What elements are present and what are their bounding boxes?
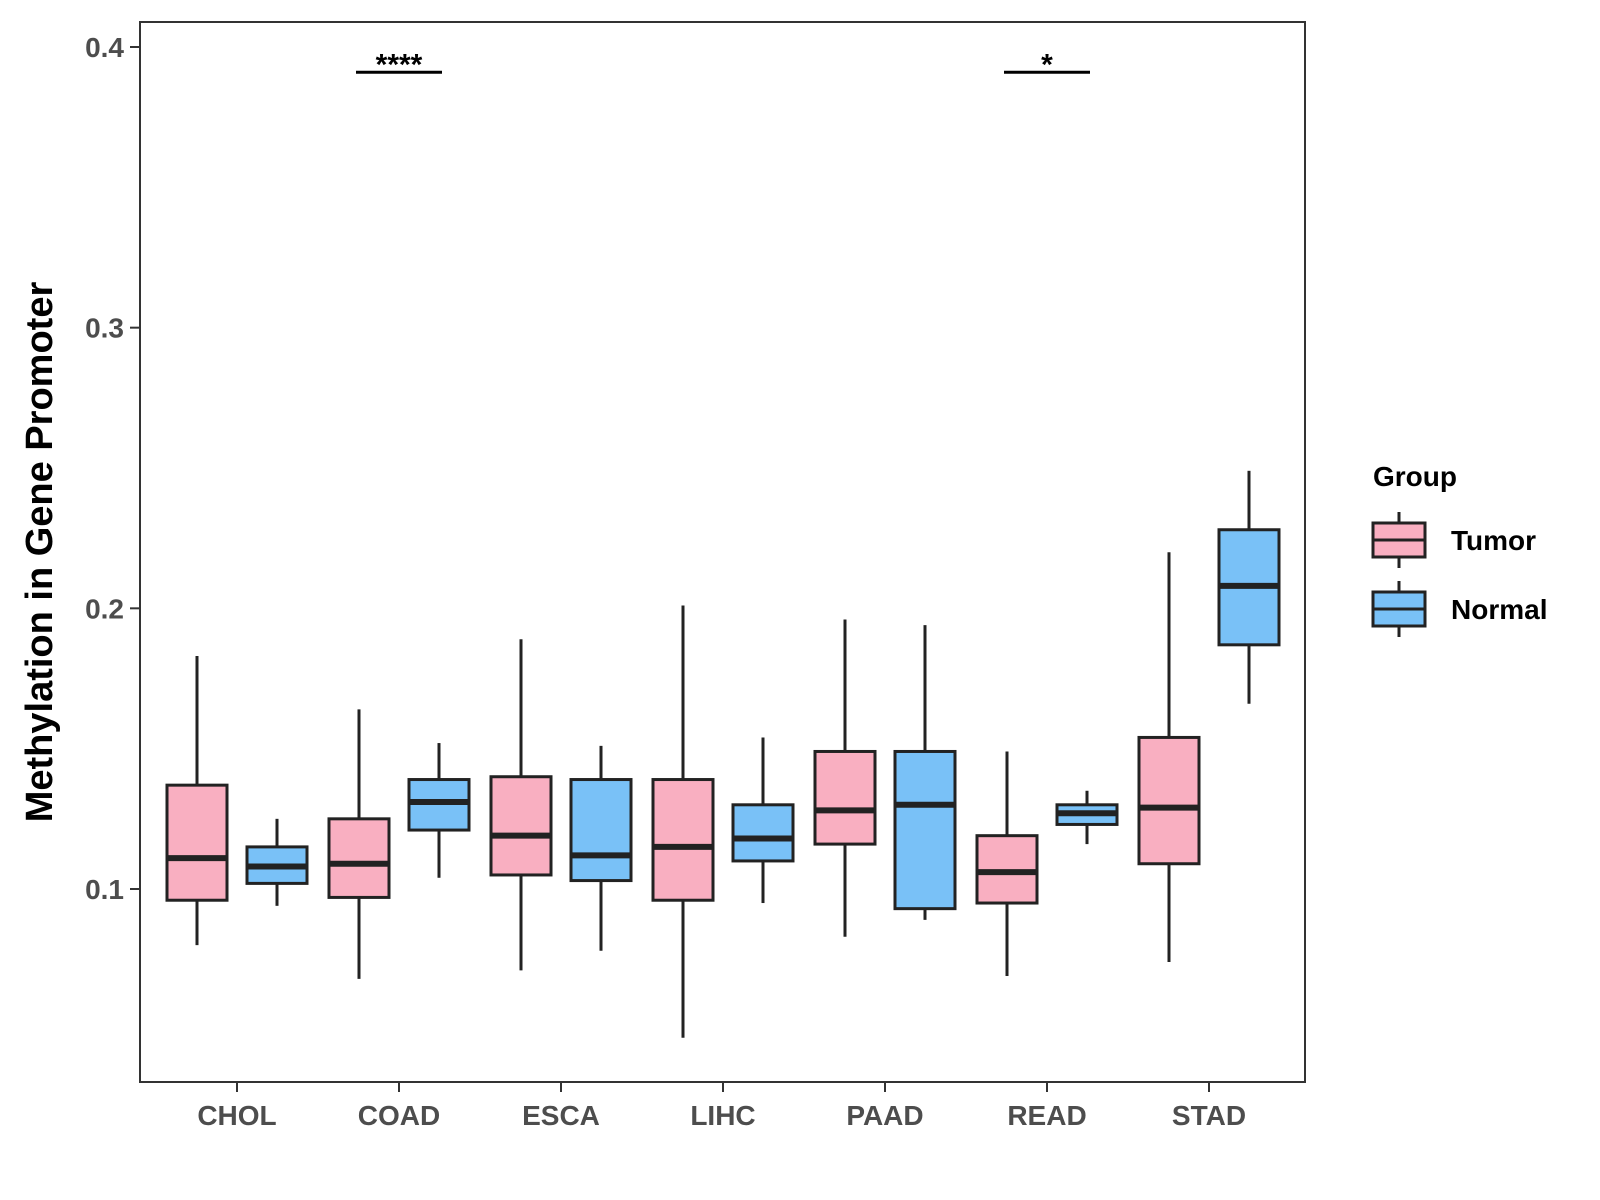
x-tick-label-read: READ bbox=[1007, 1100, 1086, 1131]
legend-title: Group bbox=[1373, 461, 1457, 492]
box-tumor-lihc bbox=[651, 605, 715, 1038]
box-iqr bbox=[327, 817, 391, 899]
box-normal-chol bbox=[245, 818, 309, 906]
x-tick-label-lihc: LIHC bbox=[690, 1100, 755, 1131]
box-iqr bbox=[651, 778, 715, 902]
box-normal-lihc bbox=[731, 737, 795, 904]
box-tumor-read bbox=[975, 751, 1039, 977]
significance-label: * bbox=[1041, 48, 1053, 81]
legend-label-normal: Normal bbox=[1451, 594, 1547, 625]
legend-entry-normal: Normal bbox=[1371, 581, 1547, 637]
box-tumor-chol bbox=[165, 656, 229, 946]
annotations-layer: **** * bbox=[356, 48, 1090, 81]
legend-label-tumor: Tumor bbox=[1451, 525, 1536, 556]
box-normal-coad bbox=[407, 743, 471, 878]
legend-entry-tumor: Tumor bbox=[1371, 512, 1536, 568]
x-tick-label-paad: PAAD bbox=[846, 1100, 923, 1131]
box-tumor-coad bbox=[327, 709, 391, 979]
box-normal-stad bbox=[1217, 470, 1281, 704]
box-tumor-paad bbox=[813, 619, 877, 937]
significance-label: **** bbox=[376, 48, 423, 81]
x-tick-label-chol: CHOL bbox=[197, 1100, 276, 1131]
box-iqr bbox=[731, 803, 795, 863]
axes-layer: 0.1 0.2 0.3 0.4 CHOL COAD ESCA LIHC PAAD READ STAD bbox=[85, 32, 1246, 1131]
box-iqr bbox=[1137, 735, 1201, 866]
y-tick-label: 0.1 bbox=[85, 874, 124, 905]
boxes-layer bbox=[165, 470, 1281, 1038]
box-normal-read bbox=[1055, 790, 1119, 845]
x-tick-label-esca: ESCA bbox=[522, 1100, 600, 1131]
box-iqr bbox=[893, 749, 957, 911]
panel-border bbox=[139, 21, 1306, 1083]
box-normal-paad bbox=[893, 625, 957, 920]
y-tick-label: 0.4 bbox=[85, 32, 124, 63]
box-normal-esca bbox=[569, 745, 633, 951]
box-iqr bbox=[813, 749, 877, 846]
box-tumor-esca bbox=[489, 639, 553, 971]
y-axis-title: Methylation in Gene Promoter bbox=[19, 282, 61, 823]
x-tick-label-coad: COAD bbox=[358, 1100, 440, 1131]
x-tick-label-stad: STAD bbox=[1172, 1100, 1246, 1131]
box-iqr bbox=[489, 775, 553, 877]
legend: Group Tumor Normal bbox=[1371, 461, 1547, 637]
y-tick-label: 0.3 bbox=[85, 313, 124, 344]
box-iqr bbox=[165, 783, 229, 902]
y-tick-label: 0.2 bbox=[85, 593, 124, 624]
box-iqr bbox=[569, 778, 633, 883]
box-tumor-stad bbox=[1137, 552, 1201, 962]
